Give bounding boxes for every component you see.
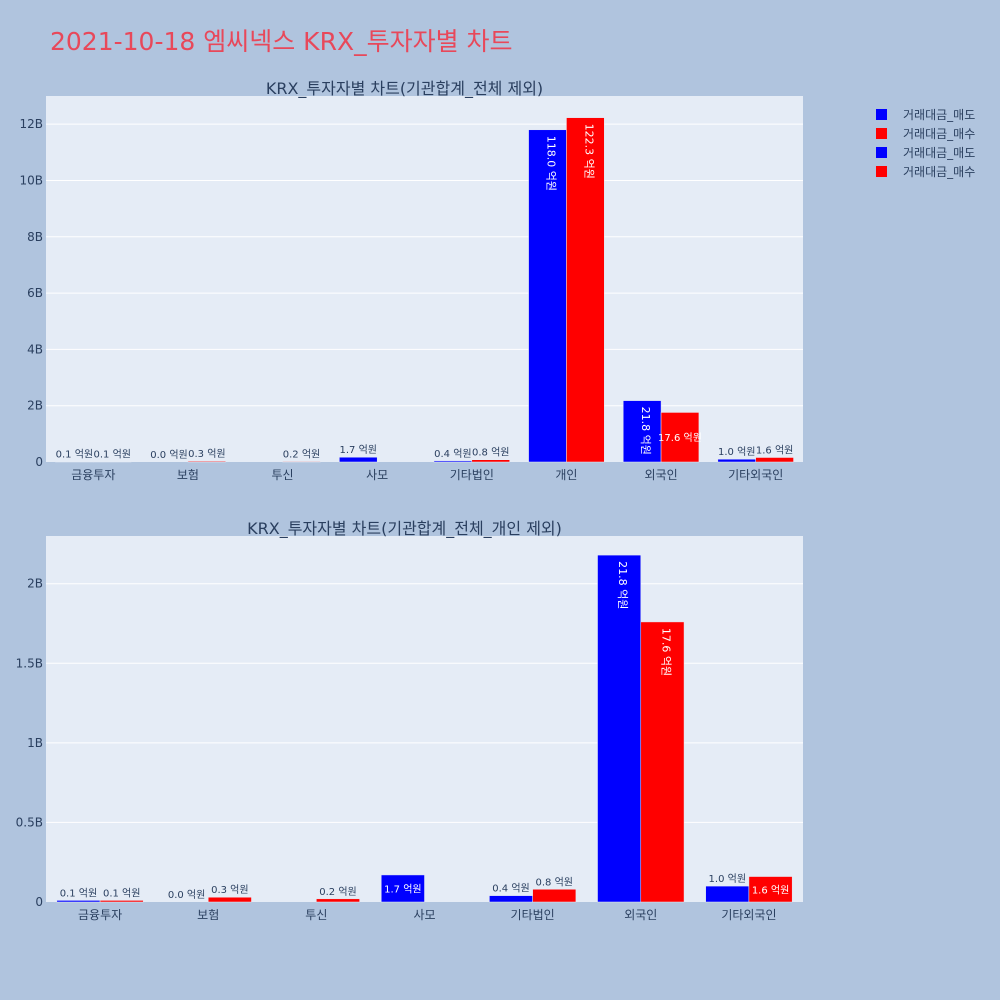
- data-label: 0.8 억원: [472, 447, 509, 459]
- y-tick-label: 12B: [19, 117, 43, 131]
- legend-item-sell-1[interactable]: 거래대금_매도: [876, 105, 975, 124]
- data-label: 0.2 억원: [283, 448, 320, 460]
- plot-area: [46, 96, 803, 462]
- data-label: 0.1 억원: [60, 887, 97, 899]
- legend-label: 거래대금_매수: [903, 165, 976, 179]
- data-label: 0.3 억원: [211, 884, 248, 896]
- x-tick-label: 기타외국인: [728, 468, 783, 482]
- data-label: 1.6 억원: [752, 884, 789, 896]
- data-label: 21.8 억원: [639, 407, 652, 455]
- legend-swatch: [876, 147, 887, 158]
- x-tick-label: 기타외국인: [721, 908, 776, 922]
- data-label: 1.6 억원: [756, 444, 793, 456]
- y-tick-label: 0: [35, 455, 43, 469]
- chart-bottom: 0 0.5B 1B 1.5B 2B KRX_투자자별 차트(기관합계_전체_개인 제외) 금…: [16, 519, 803, 922]
- data-label: 0.4 억원: [434, 448, 471, 460]
- data-label: 0.3 억원: [188, 448, 225, 460]
- y-tick-label: 2B: [27, 577, 43, 591]
- bar: [433, 460, 473, 463]
- bar: [717, 458, 756, 463]
- y-tick-label: 1B: [27, 736, 43, 750]
- legend-swatch: [876, 128, 887, 139]
- bar: [56, 900, 101, 903]
- legend-label: 거래대금_매수: [903, 127, 976, 141]
- bar: [705, 885, 750, 903]
- x-tick-label: 개인: [555, 468, 577, 482]
- data-label: 1.0 억원: [718, 446, 755, 458]
- bar: [316, 898, 360, 903]
- x-tick-label: 사모: [413, 908, 435, 922]
- bar: [597, 554, 642, 903]
- y-tick-label: 1.5B: [16, 656, 43, 670]
- plot-area: [46, 536, 803, 902]
- data-label: 0.1 억원: [103, 887, 140, 899]
- data-label: 0.8 억원: [536, 876, 573, 888]
- legend-label: 거래대금_매도: [903, 108, 976, 122]
- y-tick-label: 0.5B: [16, 815, 43, 829]
- legend-item-buy-1[interactable]: 거래대금_매수: [876, 124, 975, 143]
- x-tick-label: 기타법인: [450, 468, 494, 482]
- page-title: 2021-10-18 엠씨넥스 KRX_투자자별 차트: [50, 27, 513, 56]
- data-label: 0.2 억원: [319, 886, 356, 898]
- legend-item-sell-2[interactable]: 거래대금_매도: [876, 143, 975, 162]
- y-tick-label: 6B: [27, 286, 43, 300]
- chart-title: KRX_투자자별 차트(기관합계_전체_개인 제외): [247, 519, 562, 539]
- data-label: 17.6 억원: [659, 628, 672, 676]
- y-tick-label: 4B: [27, 342, 43, 356]
- bar: [640, 621, 685, 903]
- data-label: 17.6 억원: [658, 432, 702, 444]
- bar: [748, 876, 793, 903]
- x-tick-label: 사모: [366, 468, 388, 482]
- bar: [187, 460, 227, 463]
- bar: [532, 889, 577, 903]
- x-tick-label: 기타법인: [511, 908, 555, 922]
- legend-swatch: [876, 109, 887, 120]
- x-tick-label: 보험: [197, 908, 219, 922]
- y-tick-label: 2B: [27, 399, 43, 413]
- bar: [99, 900, 144, 903]
- data-label: 1.7 억원: [340, 444, 377, 456]
- data-label: 1.7 억원: [384, 883, 421, 895]
- data-label: 0.4 억원: [492, 883, 529, 895]
- bar: [380, 874, 425, 903]
- legend-label: 거래대금_매도: [903, 146, 976, 160]
- x-tick-label: 보험: [177, 468, 199, 482]
- y-tick-label: 8B: [27, 230, 43, 244]
- bar: [207, 896, 252, 903]
- data-label: 0.1 억원: [56, 449, 93, 461]
- x-tick-label: 금융투자: [71, 468, 115, 482]
- y-tick-label: 10B: [19, 173, 43, 187]
- x-tick-label: 외국인: [645, 468, 678, 482]
- data-label: 118.0 억원: [545, 136, 558, 191]
- data-label: 21.8 억원: [616, 561, 629, 609]
- bar: [566, 117, 605, 463]
- legend: 거래대금_매도 거래대금_매수 거래대금_매도 거래대금_매수: [876, 105, 975, 181]
- legend-swatch: [876, 166, 887, 177]
- data-label: 0.0 억원: [168, 889, 205, 901]
- legend-item-buy-2[interactable]: 거래대금_매수: [876, 162, 975, 181]
- data-label: 1.0 억원: [709, 873, 746, 885]
- bar: [660, 412, 700, 463]
- chart-title: KRX_투자자별 차트(기관합계_전체 제외): [266, 79, 543, 99]
- x-tick-label: 투신: [272, 468, 294, 482]
- y-tick-label: 0: [35, 895, 43, 909]
- data-label: 122.3 억원: [582, 124, 595, 179]
- bar: [282, 461, 321, 463]
- bar: [489, 895, 533, 903]
- x-tick-label: 투신: [305, 908, 327, 922]
- chart-top: 0 2B 4B 6B 8B 10B 12B KRX_투자자별 차트(기관합계_전체 제외) 금융…: [19, 79, 803, 482]
- x-tick-label: 외국인: [624, 908, 657, 922]
- data-label: 0.1 억원: [93, 449, 130, 461]
- x-tick-label: 금융투자: [78, 908, 122, 922]
- bar: [339, 456, 378, 463]
- bar: [755, 457, 794, 463]
- bar: [471, 459, 510, 463]
- data-label: 0.0 억원: [150, 449, 187, 461]
- bar: [622, 400, 662, 463]
